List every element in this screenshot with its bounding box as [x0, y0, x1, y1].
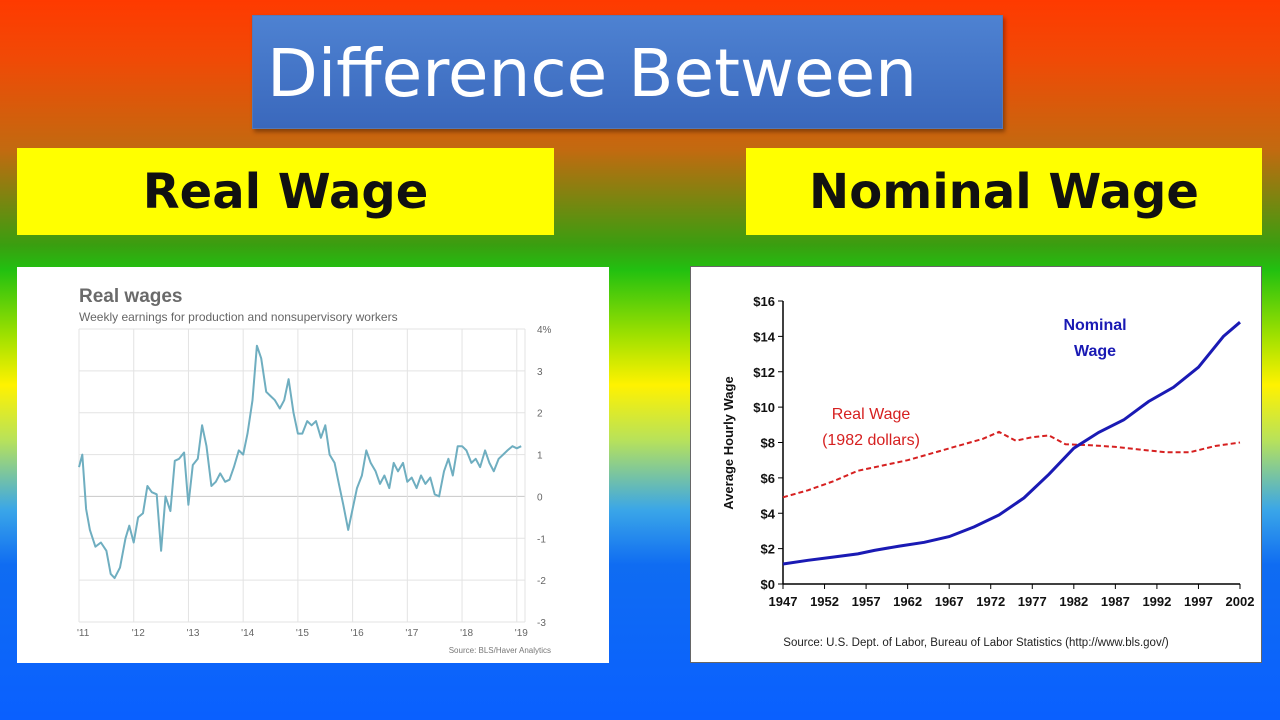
- x-tick-label: '14: [241, 628, 254, 639]
- y-tick-label: $8: [761, 436, 775, 451]
- x-tick-label: 1947: [769, 594, 798, 609]
- y-tick-label: 4%: [537, 325, 552, 336]
- x-tick-label: 1997: [1184, 594, 1213, 609]
- y-tick-label: $12: [753, 365, 775, 380]
- x-tick-label: 1977: [1018, 594, 1047, 609]
- real-wages-chart-panel: Real wages Weekly earnings for productio…: [17, 267, 609, 663]
- y-tick-label: 1: [537, 451, 543, 462]
- x-tick-label: '18: [460, 628, 473, 639]
- y-tick-label: $0: [761, 577, 775, 592]
- chart-source: Source: BLS/Haver Analytics: [449, 646, 551, 655]
- x-tick-label: 2002: [1226, 594, 1255, 609]
- x-tick-label: 1962: [893, 594, 922, 609]
- y-tick-label: -2: [537, 576, 546, 587]
- real-wage-series-line: [78, 344, 522, 580]
- x-tick-label: '17: [405, 628, 418, 639]
- chart-subtitle: Weekly earnings for production and nonsu…: [79, 310, 398, 324]
- y-tick-label: -3: [537, 618, 546, 629]
- real-wage-label: Real Wage: [142, 163, 429, 220]
- x-tick-label: '19: [515, 628, 528, 639]
- x-tick-label: 1972: [976, 594, 1005, 609]
- y-axis-label: Average Hourly Wage: [721, 376, 736, 509]
- chart-source: Source: U.S. Dept. of Labor, Bureau of L…: [783, 637, 1169, 649]
- page-title: Difference Between: [267, 35, 918, 112]
- x-tick-label: '12: [132, 628, 145, 639]
- nominal-vs-real-chart-panel: $16 $14 $12 $10 $8 $6 $4 $2 $0 1947 1952 1957 1962 1…: [690, 266, 1262, 663]
- y-tick-label: $10: [753, 400, 775, 415]
- y-tick-label: 2: [537, 409, 543, 420]
- real-series-label-line2: (1982 dollars): [822, 432, 920, 449]
- x-tick-label: 1952: [810, 594, 839, 609]
- nominal-series-label-line1: Nominal: [1063, 317, 1126, 334]
- x-tick-label: 1967: [935, 594, 964, 609]
- real-wage-label-box: Real Wage: [17, 148, 554, 235]
- nominal-series-label-line2: Wage: [1074, 343, 1116, 360]
- y-tick-label: $6: [761, 471, 775, 486]
- y-tick-label: $2: [761, 542, 775, 557]
- real-series-label-line1: Real Wage: [832, 406, 911, 423]
- x-tick-label: 1982: [1059, 594, 1088, 609]
- real-wages-chart: Real wages Weekly earnings for productio…: [77, 286, 552, 655]
- chart-title: Real wages: [79, 286, 183, 307]
- y-tick-label: 3: [537, 367, 543, 378]
- x-tick-label: '15: [296, 628, 309, 639]
- x-tick-label: 1987: [1101, 594, 1130, 609]
- x-tick-label: '11: [77, 628, 90, 639]
- x-tick-label: '13: [186, 628, 199, 639]
- y-tick-label: -1: [537, 534, 546, 545]
- y-tick-label: $16: [753, 294, 775, 309]
- y-tick-label: 0: [537, 492, 543, 503]
- y-tick-label: $4: [761, 506, 776, 521]
- nominal-wage-series-line: [782, 321, 1241, 566]
- y-tick-label: $14: [753, 329, 775, 344]
- nominal-wage-label: Nominal Wage: [809, 163, 1199, 220]
- x-tick-label: 1957: [852, 594, 881, 609]
- nominal-wage-label-box: Nominal Wage: [746, 148, 1262, 235]
- x-tick-label: '16: [351, 628, 364, 639]
- title-banner: Difference Between: [252, 15, 1003, 129]
- x-tick-label: 1992: [1142, 594, 1171, 609]
- nominal-vs-real-chart: $16 $14 $12 $10 $8 $6 $4 $2 $0 1947 1952 1957 1962 1…: [721, 294, 1255, 649]
